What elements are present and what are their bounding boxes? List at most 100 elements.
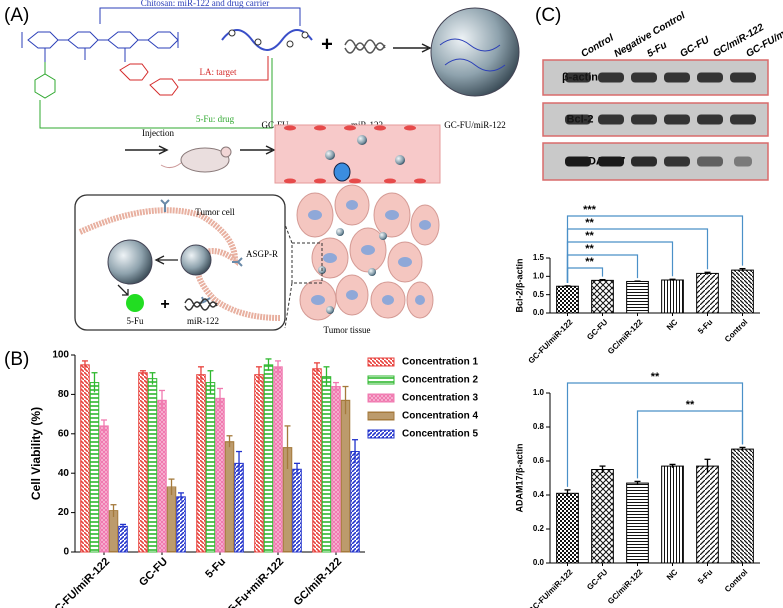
blot-band (565, 114, 591, 125)
bar (118, 525, 128, 553)
label: Injection (142, 128, 174, 138)
x-tick-label: GC-FU/miR-122 (527, 317, 575, 365)
chitosan-structure (21, 31, 179, 62)
mouse (180, 147, 230, 173)
y-tick-label: 0.6 (533, 456, 545, 465)
bar (626, 482, 649, 564)
nanoparticle-detail (439, 38, 506, 72)
annotation: Chitosan: miR-122 and drug carrier (141, 0, 269, 8)
blot-band (697, 72, 723, 83)
legend-swatch (367, 429, 395, 439)
x-tick-label: NC (665, 567, 680, 582)
connector (178, 56, 269, 81)
bar (80, 364, 90, 553)
bar (696, 272, 719, 314)
legend-label: Concentration 3 (402, 393, 479, 404)
significance-label: ** (585, 256, 594, 268)
bar (340, 399, 351, 553)
mirna-helix (184, 298, 218, 311)
bar (224, 441, 235, 553)
bar (176, 496, 186, 553)
x-tick-label: 5-Fu (696, 317, 714, 335)
bar (591, 469, 614, 564)
y-tick-label: 1.5 (533, 253, 545, 262)
legend-label: Concentration 5 (402, 429, 479, 440)
blot-band (565, 72, 591, 83)
x-tick-label: GC-FU (137, 556, 170, 589)
arrow (154, 255, 178, 265)
y-tick-label: 0 (63, 547, 69, 558)
bar (215, 397, 225, 553)
y-tick-label: 20 (58, 507, 70, 518)
nuclei (308, 200, 431, 305)
arrow (393, 43, 432, 53)
charges (228, 29, 309, 48)
significance-bracket (566, 241, 674, 283)
bar (254, 374, 264, 553)
bar (196, 374, 206, 553)
particles (318, 228, 387, 314)
significance-label: ** (585, 217, 594, 229)
red-cells (284, 125, 426, 184)
x-tick-label: GC/miR-122 (606, 317, 645, 356)
bar (234, 462, 244, 553)
label: GC-FU/miR-122 (444, 120, 506, 130)
significance-bracket (566, 215, 744, 283)
annotation: LA: target (199, 67, 237, 77)
bar (626, 280, 649, 314)
blot-band (697, 114, 723, 125)
y-tick-label: 0.4 (533, 490, 545, 499)
blood-vessel (274, 124, 441, 184)
panel-label: (B) (4, 349, 29, 370)
bar (731, 269, 754, 314)
x-tick-label: GC-FU/miR-122 (527, 567, 575, 608)
arrow (117, 284, 129, 296)
blot-band (598, 72, 624, 83)
significance-label: ** (686, 399, 695, 411)
lane-label: GC-FU (678, 34, 712, 60)
label: ASGP-R (246, 249, 278, 259)
legend-swatch (367, 393, 395, 403)
y-tick-label: 0.2 (533, 524, 545, 533)
x-tick-label: NC (665, 317, 680, 332)
y-tick-label: 0.5 (533, 290, 545, 299)
y-tick-label: 0.0 (533, 558, 545, 567)
x-tick-label: GC-FU/miR-122 (47, 556, 113, 608)
plus: + (321, 33, 333, 55)
y-tick-label: 1.0 (533, 271, 545, 280)
x-tick-label: GC-FU (585, 567, 609, 591)
significance-bracket (636, 410, 744, 479)
blot-band (631, 72, 657, 83)
y-axis-label: Bcl-2/β-actin (514, 258, 524, 312)
lactobionic-group (119, 63, 179, 96)
significance-label: ** (585, 243, 594, 255)
bar (331, 386, 341, 553)
bar (205, 382, 216, 553)
y-axis-label: ADAM17/β-actin (514, 443, 524, 512)
y-tick-label: 80 (58, 389, 70, 400)
label: Tumor tissue (324, 325, 371, 335)
x-tick-label: GC/miR-122 (292, 556, 345, 608)
blot-band (598, 156, 624, 167)
bar (292, 468, 302, 553)
arrow (125, 145, 169, 155)
x-tick-label: 5-Fu (696, 567, 714, 585)
bar (157, 399, 167, 553)
significance-label: *** (583, 204, 597, 216)
bar (138, 372, 148, 553)
label: 5-Fu (126, 316, 144, 326)
fluorouracil-group (34, 62, 56, 99)
x-tick-label: GC/miR-122 (606, 567, 645, 606)
legend-label: Concentration 1 (402, 357, 479, 368)
label: Tumor cell (195, 207, 235, 217)
bar (350, 451, 360, 553)
blot-band (697, 156, 723, 167)
y-tick-label: 60 (58, 428, 70, 439)
x-tick-label: Control (723, 568, 749, 594)
nanoparticle (430, 7, 520, 97)
legend-label: Concentration 2 (402, 375, 479, 386)
y-tick-label: 0.0 (533, 308, 545, 317)
blot-band (565, 156, 591, 167)
blot-band (734, 156, 752, 167)
